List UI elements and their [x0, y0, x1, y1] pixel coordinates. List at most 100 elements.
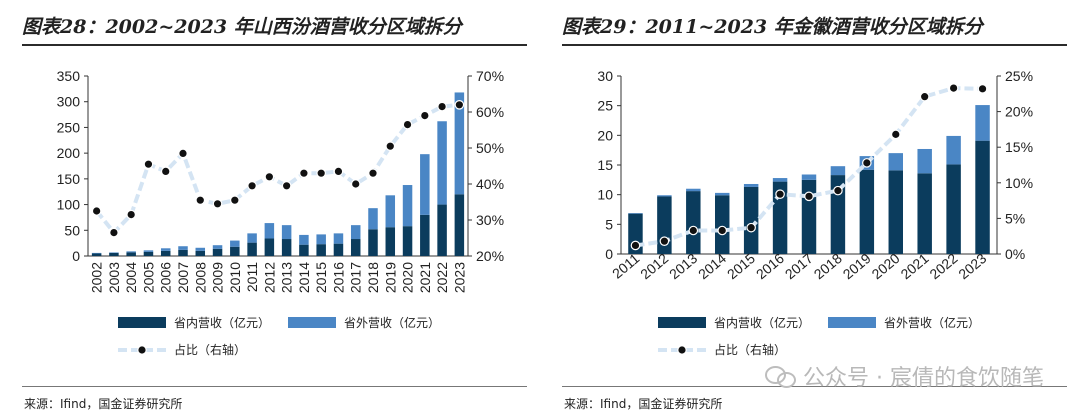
source-rule: [22, 386, 527, 387]
y-tick-label-left: 350: [57, 68, 81, 84]
x-tick-label: 2013: [279, 262, 295, 293]
ratio-point: [316, 168, 326, 178]
bar-foreign: [917, 148, 932, 174]
y-tick-label-right: 70%: [476, 68, 504, 84]
bar-foreign: [743, 183, 759, 187]
bar-foreign: [368, 208, 378, 230]
bar-domestic: [178, 249, 188, 256]
x-tick-label: 2015: [313, 262, 329, 293]
x-tick-label: 2002: [89, 262, 105, 293]
ratio-point: [91, 206, 102, 216]
bar-domestic: [454, 194, 465, 256]
y-tick-label-right: 25%: [1005, 68, 1033, 84]
ratio-point: [833, 185, 843, 196]
ratio-point: [109, 227, 119, 238]
x-tick-label: 2014: [296, 262, 312, 293]
y-tick-label-left: 150: [57, 171, 81, 187]
bar-domestic: [743, 186, 759, 254]
chart-title: 图表28：2002~2023 年山西汾酒营收分区域拆分: [22, 16, 462, 38]
chart-1-svg: 0 50 100 150 200 250 300 350 20% 30% 40% 50% 60% 70% 2…: [57, 68, 504, 357]
x-tick-label: 2007: [175, 262, 191, 293]
legend-label-domestic: 省内营收（亿元）: [714, 315, 810, 330]
bar-domestic: [264, 238, 275, 256]
bar-domestic: [385, 227, 396, 256]
y-tick-label-left: 30: [597, 68, 613, 84]
bar-domestic: [299, 244, 309, 256]
watermark: 公众号 · 宸倩的食饮随笔: [765, 360, 1044, 392]
bar-foreign: [686, 188, 701, 192]
bar-domestic: [91, 253, 102, 256]
y-tick-label-right: 40%: [476, 176, 504, 192]
ratio-point: [659, 236, 670, 246]
legend-swatch-foreign: [288, 317, 336, 328]
ratio-point: [160, 166, 171, 177]
chart-title: 图表29：2011~2023 年金徽酒营收分区域拆分: [562, 16, 983, 38]
bar-foreign: [91, 252, 102, 254]
ratio-point: [919, 91, 930, 102]
ratio-point: [178, 148, 188, 159]
y-tick-label-left: 15: [597, 157, 613, 173]
x-tick-label: 2018: [811, 250, 845, 282]
y-tick-label-right: 5%: [1005, 210, 1025, 226]
x-tick-label: 2023: [955, 250, 989, 282]
legend-label-ratio: 占比（右轴）: [174, 342, 246, 357]
bar-domestic: [801, 179, 817, 254]
x-tick-label: 2012: [261, 262, 277, 293]
y-tick-label-left: 200: [57, 145, 81, 161]
x-tick-label: 2011: [609, 250, 643, 282]
ratio-point: [402, 119, 413, 130]
y-tick-label-left: 250: [57, 119, 81, 135]
bar-foreign: [801, 174, 817, 180]
x-tick-label: 2021: [897, 250, 931, 282]
ratio-point: [454, 100, 465, 110]
bar-foreign: [437, 121, 447, 205]
x-tick-label: 2020: [869, 250, 903, 282]
bar-domestic: [281, 239, 292, 256]
x-tick-label: 2023: [451, 262, 467, 293]
y-tick-label-right: 50%: [476, 140, 504, 156]
legend-label-ratio: 占比（右轴）: [714, 342, 786, 357]
bar-foreign: [143, 250, 154, 252]
x-tick-label: 2014: [695, 250, 729, 282]
bar-domestic: [888, 170, 903, 254]
bar-domestic: [247, 242, 257, 256]
x-tick-label: 2006: [158, 262, 174, 293]
bar-foreign: [160, 248, 171, 251]
bar-domestic: [350, 239, 361, 256]
ratio-point: [420, 110, 430, 121]
y-tick-label-right: 20%: [1005, 104, 1033, 120]
ratio-point: [804, 191, 814, 202]
bar-domestic: [946, 164, 961, 254]
title-rule: [562, 44, 1067, 46]
bar-domestic: [830, 175, 846, 254]
ratio-point: [746, 222, 756, 233]
bar-foreign: [402, 185, 413, 227]
bar-domestic: [230, 246, 240, 256]
ratio-point: [126, 209, 136, 220]
bar-foreign: [333, 233, 344, 244]
bar-domestic: [143, 251, 154, 256]
x-tick-label: 2012: [637, 250, 671, 282]
bar-foreign: [628, 213, 643, 214]
ratio-point: [862, 158, 872, 168]
ratio-line: [95, 102, 460, 235]
bar-foreign: [350, 225, 361, 240]
bar-domestic: [109, 252, 119, 256]
x-tick-label: 2010: [227, 262, 243, 293]
ratio-point: [437, 101, 447, 112]
source-label: 来源：Ifind，国金证券研究所: [564, 397, 723, 411]
y-tick-label-right: 10%: [1005, 175, 1033, 191]
watermark-text: 公众号 · 宸倩的食饮随笔: [803, 366, 1044, 391]
x-tick-label: 2022: [926, 250, 960, 282]
source-rule: [562, 386, 1067, 387]
wechat-icon: [765, 364, 797, 388]
legend-swatch-domestic: [118, 317, 166, 328]
x-tick-label: 2005: [140, 262, 156, 293]
bar-foreign: [178, 246, 188, 250]
legend-marker-ratio: [677, 345, 687, 355]
bar-domestic: [859, 169, 875, 254]
x-tick-label: 2019: [840, 250, 874, 282]
y-tick-label-right: 30%: [476, 212, 504, 228]
bar-foreign: [212, 245, 223, 249]
bar-foreign: [126, 251, 136, 253]
